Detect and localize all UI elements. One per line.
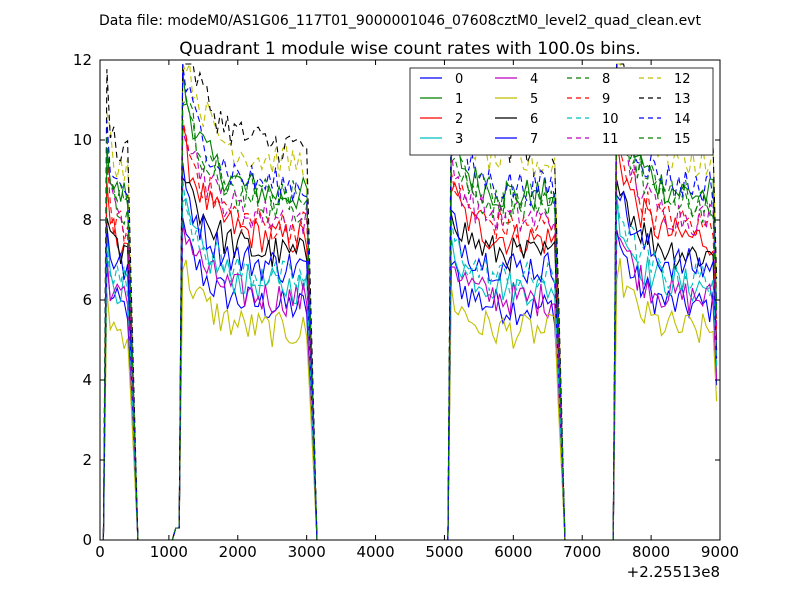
axis-ticks: 0 1000 2000 3000 4000 5000 6000 7000 8000 9000 0 2 4… [73,51,739,561]
x-tick-label: 4000 [356,543,394,561]
legend-label-3: 3 [455,132,463,147]
chart-title: Quadrant 1 module wise count rates with … [179,39,640,59]
y-tick-label: 6 [82,291,92,309]
x-tick-label: 0 [95,543,105,561]
data-file-title: Data file: modeM0/AS1G06_117T01_90000010… [99,13,701,29]
x-offset-label: +2.25513e8 [627,563,720,581]
legend-box [409,67,714,156]
x-tick-label: 6000 [494,543,532,561]
legend-label-8: 8 [602,72,610,87]
y-tick-label: 2 [82,451,92,469]
series-line-0 [100,217,718,541]
legend-label-5: 5 [530,92,538,107]
y-tick-label: 8 [82,211,92,229]
legend-label-7: 7 [530,132,538,147]
legend-label-14: 14 [674,112,691,127]
legend-label-9: 9 [602,92,610,107]
series-line-11 [100,116,718,541]
x-tick-label: 3000 [288,543,326,561]
x-tick-label: 2000 [219,543,257,561]
y-tick-label: 4 [82,371,92,389]
legend-label-0: 0 [455,72,463,87]
y-tick-label: 12 [73,51,92,69]
legend-label-11: 11 [602,132,619,147]
y-tick-label: 10 [73,131,92,149]
series-line-7 [100,162,718,541]
legend-label-1: 1 [455,92,463,107]
series-line-15 [100,97,718,541]
legend-label-12: 12 [674,72,691,87]
x-tick-label: 9000 [701,543,739,561]
series-line-8 [100,95,718,541]
legend-label-4: 4 [530,72,538,87]
x-tick-label: 7000 [563,543,601,561]
x-tick-label: 1000 [150,543,188,561]
x-tick-label: 5000 [425,543,463,561]
x-tick-label: 8000 [632,543,670,561]
legend-label-13: 13 [674,92,691,107]
series-line-6 [100,176,718,541]
series-line-4 [100,221,718,541]
series-line-10 [100,178,718,541]
legend-label-15: 15 [674,132,691,147]
legend-label-10: 10 [602,112,619,127]
y-tick-label: 0 [82,531,92,549]
legend-label-6: 6 [530,112,538,127]
legend-label-2: 2 [455,112,463,127]
series-line-2 [100,125,718,541]
series-line-5 [100,258,718,541]
